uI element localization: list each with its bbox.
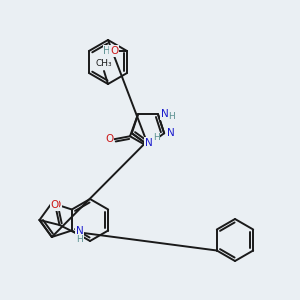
- Text: N: N: [145, 138, 153, 148]
- Text: CH₃: CH₃: [96, 59, 112, 68]
- Text: O: O: [53, 200, 61, 210]
- Text: O: O: [110, 46, 118, 56]
- Text: H: H: [153, 133, 159, 142]
- Text: N: N: [76, 226, 83, 236]
- Text: O: O: [50, 200, 59, 210]
- Text: N: N: [167, 128, 175, 138]
- Text: H: H: [76, 236, 83, 244]
- Text: N: N: [161, 109, 169, 119]
- Text: H: H: [169, 112, 176, 121]
- Text: O: O: [105, 134, 113, 144]
- Text: H: H: [103, 46, 111, 56]
